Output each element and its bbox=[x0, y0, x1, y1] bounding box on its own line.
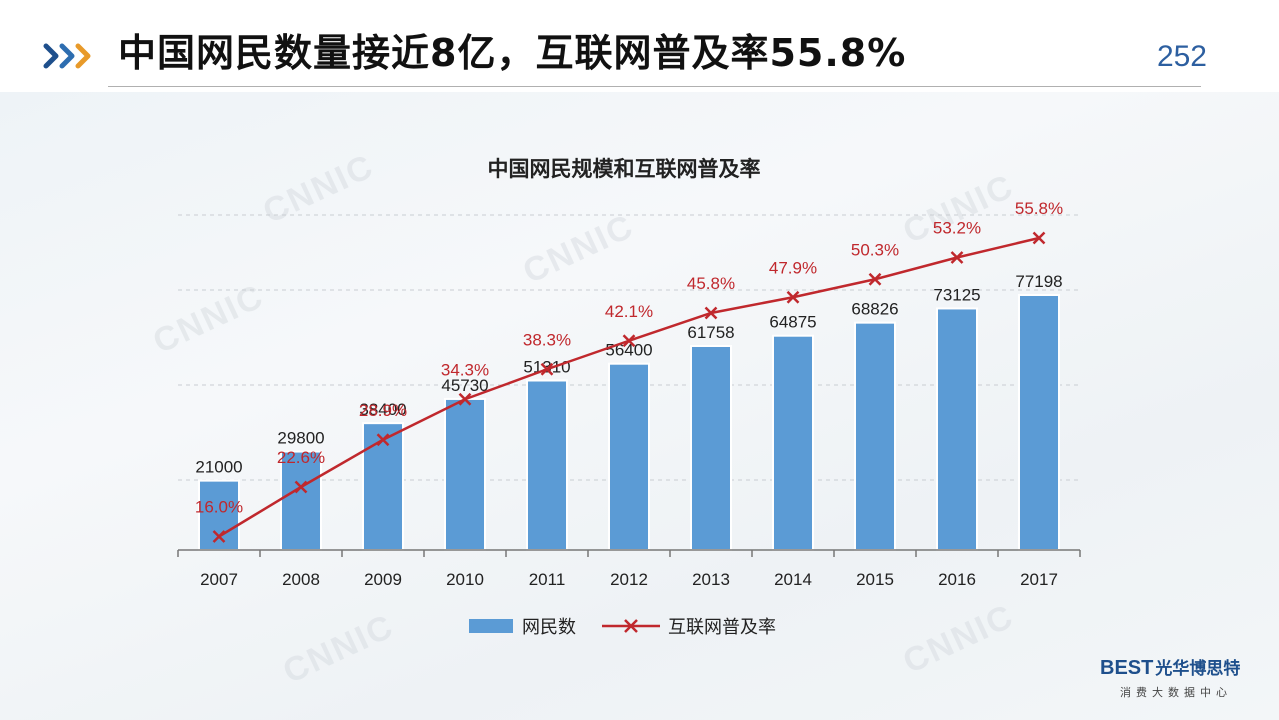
x-tick-label: 2009 bbox=[364, 570, 402, 589]
bar bbox=[198, 479, 240, 551]
line-value-label: 16.0% bbox=[195, 498, 243, 517]
bar bbox=[772, 334, 814, 551]
bar bbox=[280, 450, 322, 552]
bar-value-label: 29800 bbox=[277, 429, 324, 448]
bar-value-label: 61758 bbox=[687, 323, 734, 342]
x-tick-label: 2007 bbox=[200, 570, 238, 589]
line-marker bbox=[376, 433, 390, 447]
x-tick-label: 2011 bbox=[529, 570, 566, 589]
bar-value-label: 21000 bbox=[195, 458, 242, 477]
line-value-label: 50.3% bbox=[851, 240, 899, 259]
bar-value-label: 73125 bbox=[933, 285, 980, 304]
header-divider bbox=[108, 86, 1201, 87]
bar-value-label: 51310 bbox=[523, 358, 570, 377]
x-tick-label: 2016 bbox=[938, 570, 976, 589]
legend-label: 网民数 bbox=[522, 617, 576, 638]
line-marker bbox=[950, 251, 964, 264]
bar-value-label: 56400 bbox=[605, 341, 652, 360]
legend-line-marker bbox=[624, 619, 638, 633]
x-tick-label: 2010 bbox=[446, 570, 484, 589]
legend-label: 互联网普及率 bbox=[668, 617, 776, 638]
line-marker bbox=[540, 362, 554, 376]
bar-value-label: 77198 bbox=[1015, 272, 1062, 291]
line-value-label: 42.1% bbox=[605, 302, 653, 321]
page-number: 252 bbox=[1156, 40, 1207, 73]
bar bbox=[444, 397, 486, 551]
x-tick-label: 2014 bbox=[774, 570, 812, 589]
logo-cn-text: 光华博思特 bbox=[1155, 659, 1241, 678]
line-value-label: 38.3% bbox=[523, 330, 571, 349]
bar bbox=[608, 362, 650, 551]
bar bbox=[1018, 294, 1060, 551]
x-tick-label: 2013 bbox=[692, 570, 730, 589]
legend-bar-swatch bbox=[469, 619, 513, 633]
line-value-label: 28.9% bbox=[359, 401, 407, 420]
line-value-label: 53.2% bbox=[933, 219, 981, 238]
logo-text: BEST bbox=[1100, 657, 1154, 679]
line-marker bbox=[622, 334, 636, 348]
line-marker bbox=[1032, 231, 1046, 245]
line-marker bbox=[294, 480, 308, 494]
x-tick-label: 2008 bbox=[282, 570, 320, 589]
bar bbox=[854, 321, 896, 552]
line-value-label: 47.9% bbox=[769, 258, 817, 277]
line-value-label: 55.8% bbox=[1015, 199, 1063, 218]
bar bbox=[362, 422, 404, 552]
line-marker bbox=[458, 392, 472, 406]
bar-value-label: 68826 bbox=[851, 300, 898, 319]
bar-value-label: 38400 bbox=[359, 400, 406, 419]
line-marker bbox=[786, 290, 800, 304]
bar bbox=[526, 379, 568, 551]
brand-logo: BEST 光华博思特 消费大数据中心 bbox=[1100, 654, 1260, 704]
x-tick-label: 2012 bbox=[610, 570, 648, 589]
logo-subtitle: 消费大数据中心 bbox=[1120, 686, 1232, 699]
line-value-label: 22.6% bbox=[277, 448, 325, 467]
bar bbox=[690, 345, 732, 551]
bar-value-label: 45730 bbox=[441, 376, 488, 395]
bar bbox=[936, 307, 978, 552]
line-value-label: 34.3% bbox=[441, 360, 489, 379]
line-marker bbox=[868, 272, 882, 286]
line-marker bbox=[704, 306, 718, 320]
x-tick-label: 2017 bbox=[1020, 570, 1058, 589]
x-tick-label: 2015 bbox=[856, 570, 894, 589]
line-marker bbox=[212, 530, 226, 543]
chart-title: 中国网民规模和互联网普及率 bbox=[488, 157, 761, 181]
chevron-right-icon bbox=[43, 43, 91, 69]
bar-value-label: 64875 bbox=[769, 313, 816, 332]
line-value-label: 45.8% bbox=[687, 274, 735, 293]
page-title: 中国网民数量接近8亿，互联网普及率55.8% bbox=[118, 31, 907, 75]
